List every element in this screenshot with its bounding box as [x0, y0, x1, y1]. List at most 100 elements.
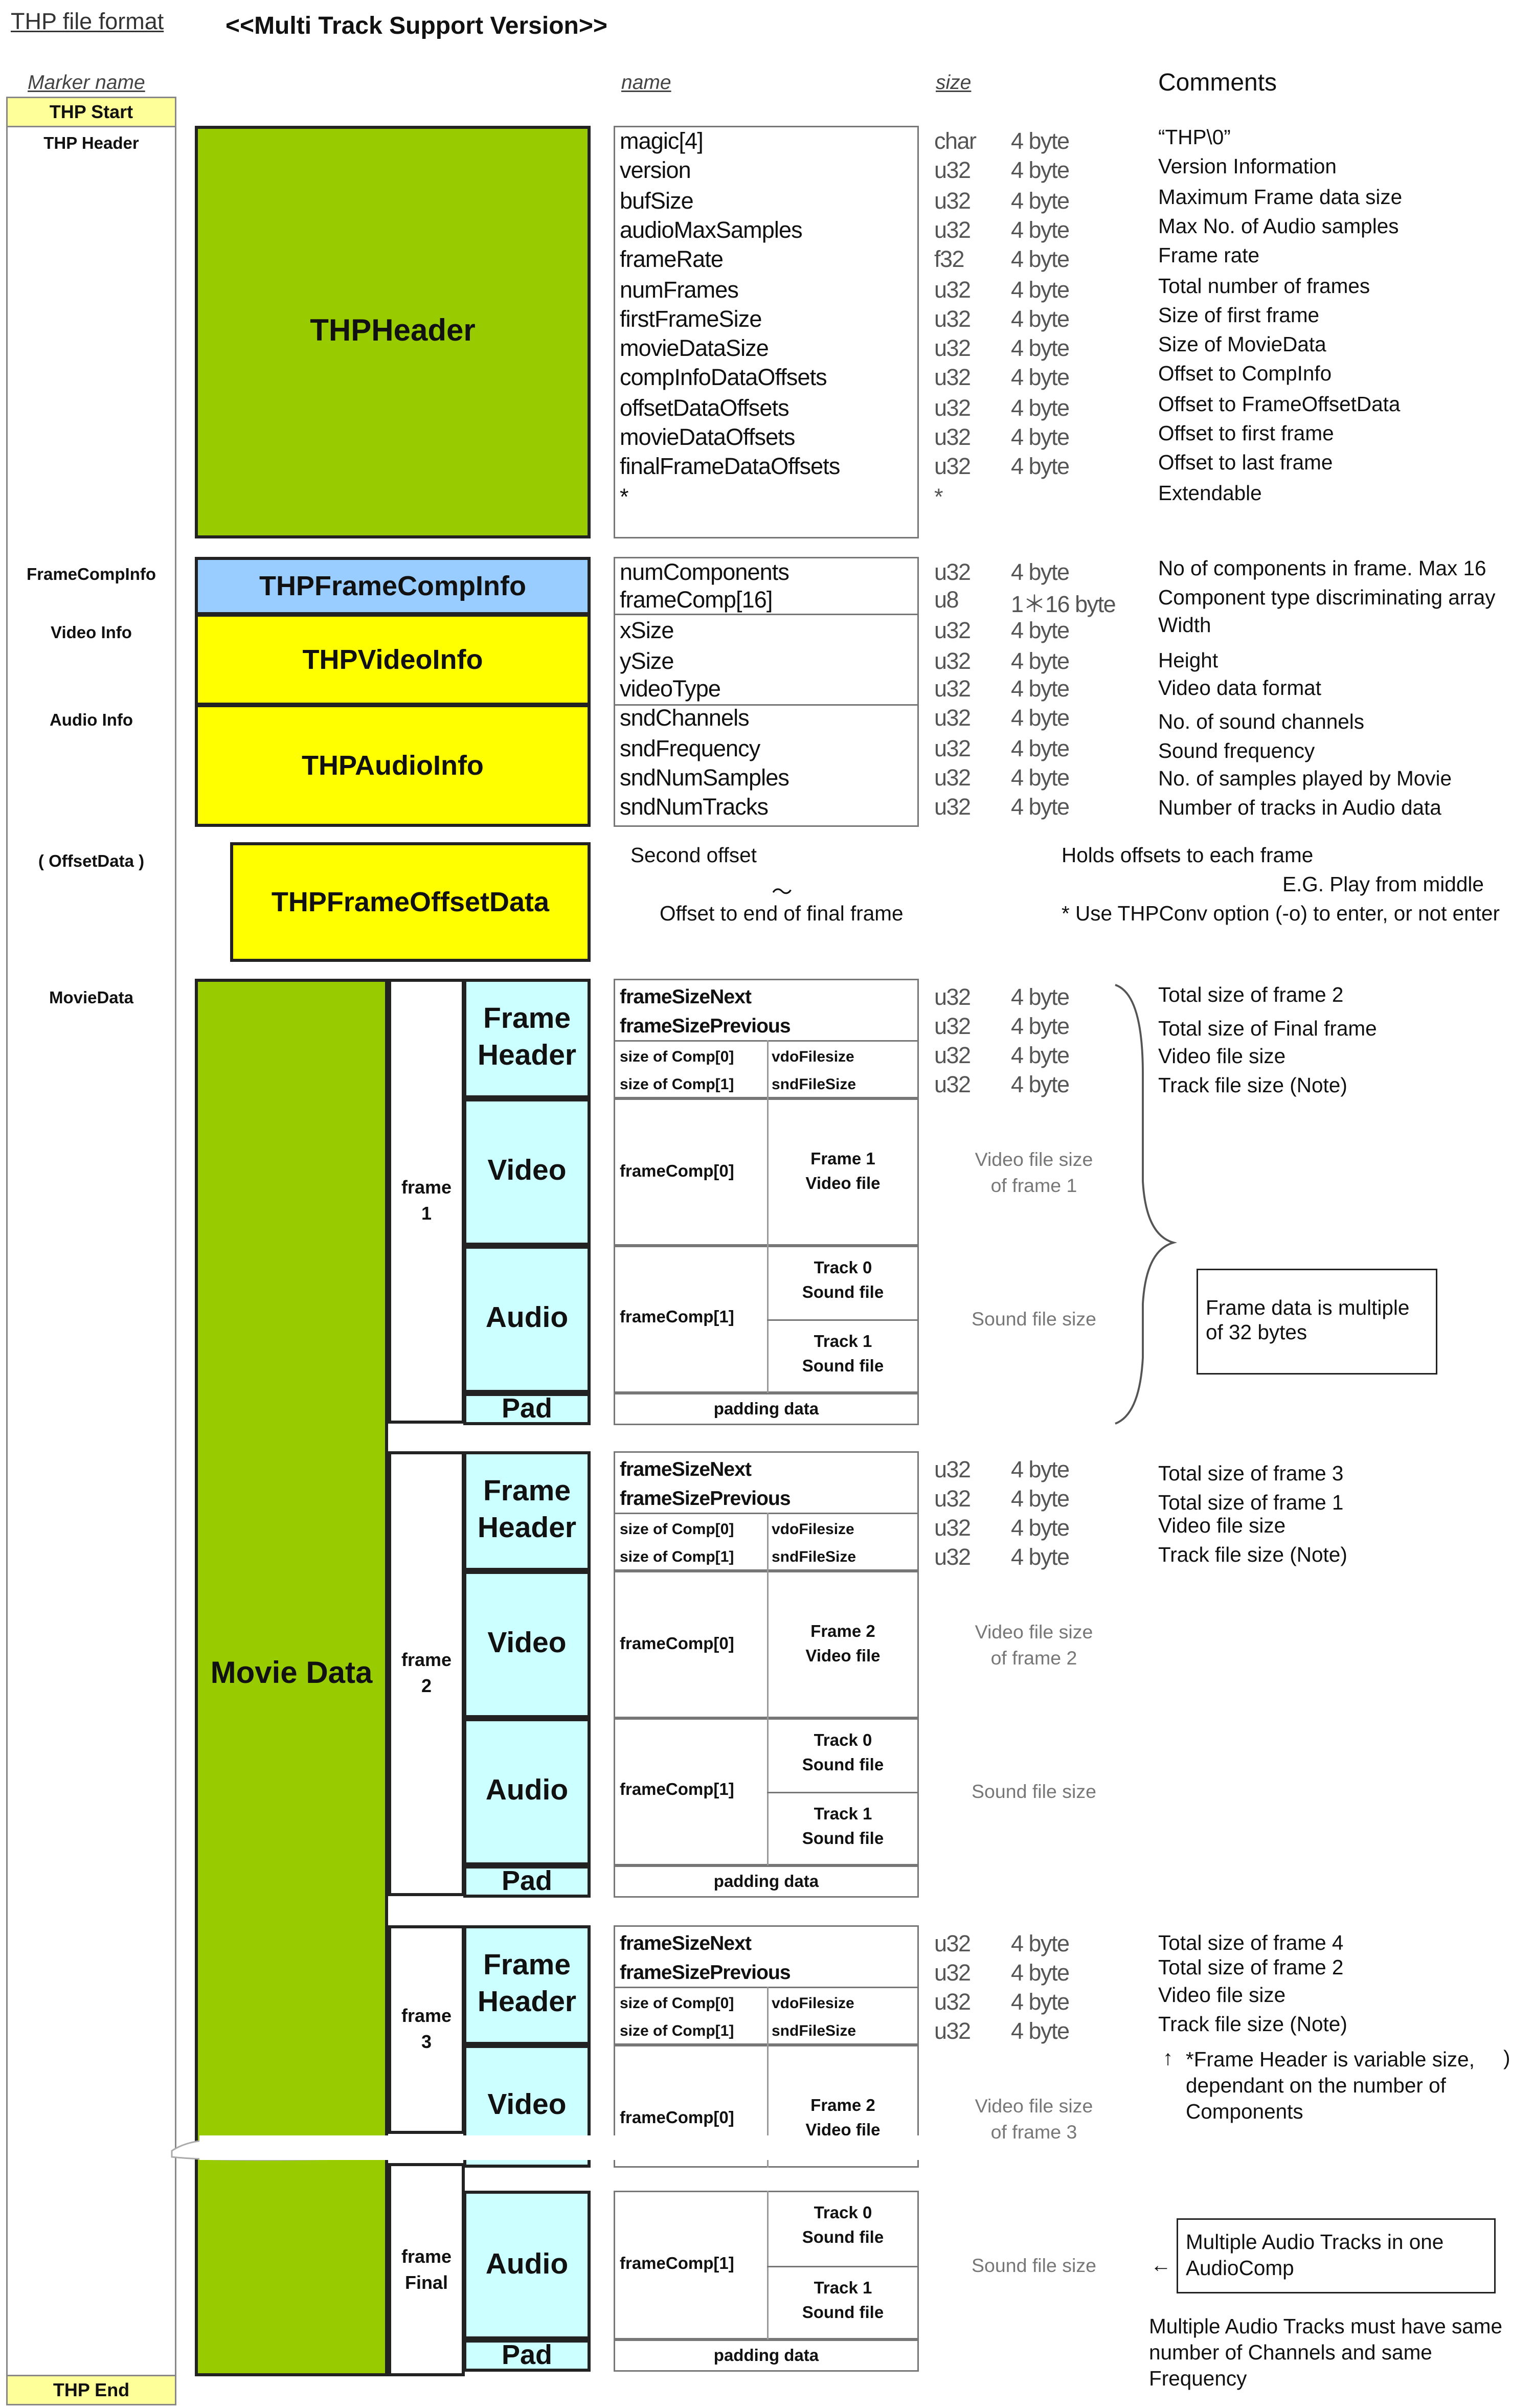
- field-name: magic[4]: [620, 129, 704, 155]
- field-type: u32: [934, 649, 971, 675]
- field-name: firstFrameSize: [620, 306, 762, 333]
- field-size: 4 byte: [1011, 1043, 1070, 1069]
- video-size-label2: of frame 1: [990, 1175, 1077, 1197]
- field-size: 4 byte: [1011, 1990, 1070, 2016]
- track-label: Track 0: [814, 1259, 872, 1278]
- frame-header-cell: Frame Header: [463, 1451, 591, 1571]
- video-file-label: Frame 2: [810, 1623, 875, 1641]
- field-size: 4 byte: [1011, 1931, 1070, 1957]
- frame-size-next: frameSizeNext: [620, 1457, 752, 1480]
- field-size: 4 byte: [1011, 766, 1070, 792]
- field-type: u32: [934, 188, 971, 214]
- field-name: offsetDataOffsets: [620, 395, 789, 422]
- video-file-label: Frame 2: [810, 2097, 875, 2116]
- track-label: Track 1: [814, 1333, 872, 1352]
- thp-audio-info-block: THPAudioInfo: [195, 704, 591, 827]
- frame-comment: Video file size: [1158, 1514, 1286, 1537]
- field-type: u32: [934, 1990, 971, 2016]
- marker-movie: MovieData: [49, 989, 134, 1008]
- field-size: 4 byte: [1011, 736, 1070, 762]
- field-name: numComponents: [620, 560, 789, 586]
- field-comment: Component type discriminating array: [1158, 586, 1496, 609]
- field-size: 4 byte: [1011, 1516, 1070, 1542]
- sound-file-label: Sound file: [802, 1757, 884, 1775]
- divider: [614, 614, 919, 615]
- field-comment: Offset to FrameOffsetData: [1158, 392, 1401, 416]
- field-type: u32: [934, 158, 971, 185]
- offset-final: Offset to end of final frame: [660, 902, 904, 925]
- field-size: 4 byte: [1011, 366, 1070, 392]
- frame-label-cell: frame 3: [388, 1925, 465, 2134]
- track-label: Track 1: [814, 1806, 872, 1824]
- frame-header-cell: Frame Header: [463, 979, 591, 1098]
- field-comment: Sound frequency: [1158, 739, 1315, 762]
- frame-comp1: frameComp[1]: [620, 2254, 734, 2273]
- field-type: u32: [934, 795, 971, 821]
- field-comment: Max No. of Audio samples: [1158, 214, 1399, 238]
- field-type: u32: [934, 1072, 971, 1098]
- frame-header-label-a: Frame: [483, 1950, 571, 1982]
- sound-size-label: Sound file size: [972, 2254, 1096, 2276]
- note-multiple-audio-tracks: Multiple Audio Tracks in one AudioComp: [1177, 2218, 1496, 2293]
- marker-offset: ( OffsetData ): [38, 853, 145, 871]
- field-size: 4 byte: [1011, 677, 1070, 703]
- comments-column-header: Comments: [1158, 71, 1277, 97]
- frame-label: frame: [401, 2245, 452, 2267]
- frame-number: 2: [421, 1675, 432, 1697]
- size-of-comp0: size of Comp[0]: [620, 1049, 734, 1066]
- field-type: u32: [934, 766, 971, 792]
- frame-comp0: frameComp[0]: [620, 1163, 734, 1181]
- field-type: u32: [934, 306, 971, 333]
- field-size: 4 byte: [1011, 188, 1070, 214]
- divider: [614, 1513, 919, 1514]
- frame-comment: Total size of frame 2: [1158, 1956, 1344, 1979]
- video-size-label: Video file size: [975, 1149, 1093, 1171]
- marker-column-header: Marker name: [28, 71, 145, 94]
- padding-data-cell: padding data: [614, 1393, 919, 1425]
- page-subtitle: <<Multi Track Support Version>>: [225, 14, 607, 40]
- sound-file-label: Sound file: [802, 1284, 884, 1302]
- divider: [767, 1319, 919, 1321]
- sound-size-label: Sound file size: [972, 1309, 1096, 1330]
- field-name: ySize: [620, 649, 674, 675]
- field-name: compInfoDataOffsets: [620, 366, 827, 392]
- field-name: finalFrameDataOffsets: [620, 454, 840, 481]
- page-title: THP file format: [11, 9, 164, 35]
- field-type: u32: [934, 2019, 971, 2045]
- marker-column: [6, 126, 176, 2378]
- video-size-label2: of frame 3: [990, 2122, 1077, 2143]
- frame-label: frame: [401, 1177, 452, 1198]
- field-comment: Size of MovieData: [1158, 333, 1326, 356]
- frame-header-label-b: Header: [477, 1513, 577, 1545]
- video-file-label2: Video file: [805, 1175, 881, 1194]
- field-size: 4 byte: [1011, 706, 1070, 732]
- marker-audio: Audio Info: [49, 712, 133, 730]
- note-variable-header: *Frame Header is variable size, dependan…: [1186, 2048, 1475, 2123]
- field-size: 4 byte: [1011, 1014, 1070, 1040]
- field-type: char: [934, 129, 977, 155]
- field-comment: Width: [1158, 614, 1211, 637]
- size-of-comp0: size of Comp[0]: [620, 1522, 734, 1539]
- field-type: u32: [934, 736, 971, 762]
- divider: [614, 1040, 919, 1042]
- field-type: u32: [934, 1931, 971, 1957]
- divider: [614, 704, 919, 706]
- field-size: 4 byte: [1011, 217, 1070, 244]
- video-size-label2: of frame 2: [990, 1648, 1077, 1669]
- left-arrow-icon: ←: [1150, 2254, 1171, 2277]
- frame-comp0: frameComp[0]: [620, 1635, 734, 1654]
- field-size: 4 byte: [1011, 2019, 1070, 2045]
- pad-cell: Pad: [463, 1865, 591, 1898]
- field-type: u32: [934, 1545, 971, 1571]
- frame-comp0: frameComp[0]: [620, 2109, 734, 2128]
- field-comment: No of components in frame. Max 16: [1158, 557, 1486, 580]
- field-name: sndNumTracks: [620, 795, 769, 821]
- divider: [767, 1792, 919, 1793]
- field-type: u32: [934, 336, 971, 363]
- sound-size-label: Sound file size: [972, 1781, 1096, 1803]
- field-comment: Height: [1158, 649, 1219, 672]
- field-comment: Offset to CompInfo: [1158, 363, 1332, 386]
- field-type: f32: [934, 247, 965, 274]
- offset-comment-1: Holds offsets to each frame: [1062, 844, 1314, 867]
- field-name: bufSize: [620, 188, 694, 214]
